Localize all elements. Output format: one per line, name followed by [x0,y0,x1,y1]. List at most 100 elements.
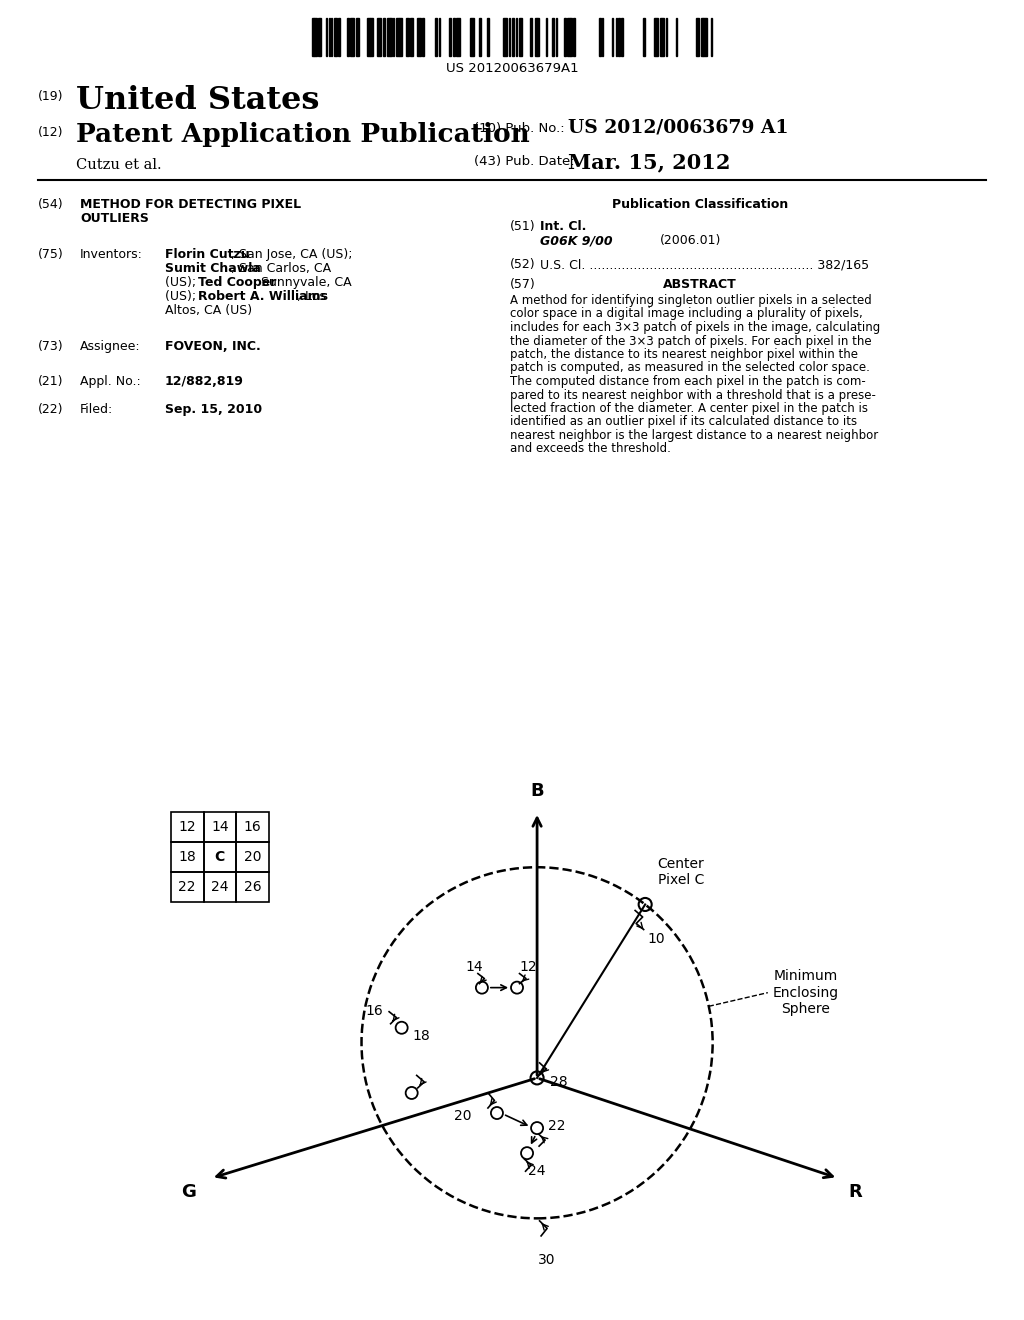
Bar [439,18,440,55]
Text: 26: 26 [244,880,261,895]
Text: 12/882,819: 12/882,819 [165,375,244,388]
Text: ABSTRACT: ABSTRACT [664,279,737,290]
Text: Robert A. Williams: Robert A. Williams [198,290,328,304]
Text: nearest neighbor is the largest distance to a nearest neighbor: nearest neighbor is the largest distance… [510,429,879,442]
Text: (22): (22) [38,403,63,416]
Bar [573,18,574,55]
Bar [377,18,381,55]
Bar [470,18,474,55]
Text: Center
Pixel C: Center Pixel C [657,857,705,887]
Bar [567,18,569,55]
Bar [519,18,522,55]
Text: 28: 28 [550,1076,567,1089]
Text: Sep. 15, 2010: Sep. 15, 2010 [165,403,262,416]
Bar [314,18,317,55]
Bar [599,18,601,55]
Bar [392,18,394,55]
Text: Florin Cutzu: Florin Cutzu [165,248,250,261]
Bar [435,18,437,55]
Bar [711,18,713,55]
Bar [643,18,645,55]
Bar [383,18,385,55]
Text: (51): (51) [510,220,536,234]
Bar [450,18,451,55]
Text: pared to its nearest neighbor with a threshold that is a prese-: pared to its nearest neighbor with a thr… [510,388,876,401]
Text: 14: 14 [466,960,483,974]
Bar [237,873,268,903]
Text: , San Jose, CA (US);: , San Jose, CA (US); [231,248,352,261]
Text: (10) Pub. No.:: (10) Pub. No.: [474,121,564,135]
Text: Int. Cl.: Int. Cl. [540,220,587,234]
Text: identified as an outlier pixel if its calculated distance to its: identified as an outlier pixel if its ca… [510,416,857,429]
Text: Appl. No.:: Appl. No.: [80,375,140,388]
Text: 14: 14 [211,820,228,834]
Bar [237,842,268,873]
Bar [552,18,554,55]
Text: (73): (73) [38,341,63,352]
Bar [171,842,204,873]
Text: 16: 16 [244,820,261,834]
Text: (19): (19) [38,90,63,103]
Text: 18: 18 [413,1028,430,1043]
Text: OUTLIERS: OUTLIERS [80,213,148,224]
Bar [701,18,702,55]
Bar [334,18,337,55]
Text: Mar. 15, 2012: Mar. 15, 2012 [568,152,730,172]
Text: US 2012/0063679 A1: US 2012/0063679 A1 [568,117,788,136]
Text: color space in a digital image including a plurality of pixels,: color space in a digital image including… [510,308,863,321]
Text: 20: 20 [455,1109,472,1122]
Text: Publication Classification: Publication Classification [612,198,788,211]
Bar [570,18,571,55]
Text: Patent Application Publication: Patent Application Publication [76,121,529,147]
Text: (52): (52) [510,257,536,271]
Text: R: R [848,1183,862,1201]
Text: Inventors:: Inventors: [80,248,143,261]
Bar [347,18,349,55]
Bar [456,18,460,55]
Text: Ted Cooper: Ted Cooper [198,276,276,289]
Text: 22: 22 [548,1118,565,1133]
Bar [390,18,392,55]
Text: 24: 24 [211,880,228,895]
Bar [171,812,204,842]
Bar [387,18,389,55]
Bar [356,18,358,55]
Text: METHOD FOR DETECTING PIXEL: METHOD FOR DETECTING PIXEL [80,198,301,211]
Text: G06K 9/00: G06K 9/00 [540,234,612,247]
Bar [602,18,603,55]
Text: 16: 16 [366,1003,383,1018]
Text: patch is computed, as measured in the selected color space.: patch is computed, as measured in the se… [510,362,869,375]
Bar [204,812,237,842]
Bar [615,18,617,55]
Bar [368,18,370,55]
Bar [530,18,531,55]
Text: US 20120063679A1: US 20120063679A1 [445,62,579,75]
Text: (54): (54) [38,198,63,211]
Bar [556,18,557,55]
Text: (US);: (US); [165,290,200,304]
Text: B: B [530,781,544,800]
Bar [487,18,489,55]
Bar [204,842,237,873]
Bar [454,18,455,55]
Bar [654,18,658,55]
Bar [612,18,613,55]
Bar [515,18,517,55]
Text: Minimum
Enclosing
Sphere: Minimum Enclosing Sphere [773,969,839,1016]
Text: United States: United States [76,84,319,116]
Bar [331,18,333,55]
Text: (21): (21) [38,375,63,388]
Text: Sumit Chawla: Sumit Chawla [165,261,261,275]
Text: Assignee:: Assignee: [80,341,140,352]
Text: , Los: , Los [297,290,326,304]
Bar [350,18,354,55]
Bar [171,873,204,903]
Text: , Sunnyvale, CA: , Sunnyvale, CA [253,276,351,289]
Bar [618,18,620,55]
Text: (2006.01): (2006.01) [660,234,721,247]
Text: includes for each 3×3 patch of pixels in the image, calculating: includes for each 3×3 patch of pixels in… [510,321,881,334]
Bar [407,18,409,55]
Text: (12): (12) [38,125,63,139]
Text: (75): (75) [38,248,63,261]
Bar [396,18,399,55]
